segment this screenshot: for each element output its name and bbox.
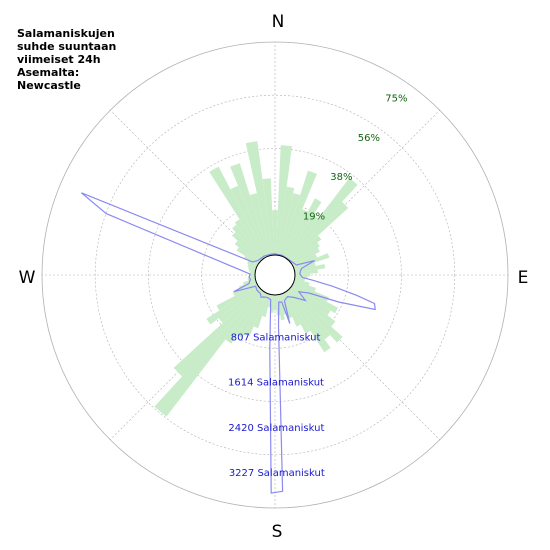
percent-bar [288,288,343,343]
count-line [81,192,376,494]
percent-bar [262,178,275,256]
percent-bar [294,277,305,282]
percent-bar [230,185,268,258]
grid-spoke [109,109,262,262]
percent-bar [236,247,260,265]
ring-labels: 19% 38% 56% 75% 807 Salamaniskut 1614 Salaman… [228,94,407,479]
percent-bar [245,141,273,256]
percent-bar [289,287,336,327]
percent-bar [287,178,358,261]
percent-bar [230,163,269,257]
count-ring-label: 3227 Salamaniskut [229,468,325,479]
percent-bar [238,281,257,290]
percent-bar [173,288,262,377]
percent-bar [284,291,311,334]
percent-bar [232,232,262,262]
percent-bar [284,198,322,259]
percent-bar [209,166,266,259]
percent-bar [218,287,261,323]
percent-bar [206,285,260,325]
percent-bar [232,224,263,261]
percent-ring-label: 75% [385,94,407,105]
percent-bar [244,292,268,336]
percent-bar [248,269,256,273]
count-ring-label: 1614 Salamaniskut [228,378,324,389]
percent-bar [290,285,331,316]
percent-bar [282,292,301,327]
percent-bar [290,242,320,265]
percent-bar [262,294,271,317]
percent-bar [277,186,295,256]
center-circle [254,254,296,296]
compass-south: S [272,522,283,542]
grid-spoke [288,109,441,262]
percent-bar [275,145,292,256]
percent-ring-label: 38% [330,172,352,183]
percent-bar [234,240,261,263]
percent-bar [247,263,257,269]
percent-bar [282,209,308,258]
count-line-series [81,192,376,494]
grid-ring [148,148,402,402]
percent-bar [249,193,271,256]
percent-ring-label: 19% [303,211,325,222]
percent-bar [272,210,278,255]
count-ring-label: 2420 Salamaniskut [228,423,324,434]
percent-bar [293,281,316,292]
percent-bar [249,271,256,275]
percent-bar [277,294,285,321]
percent-bar [154,289,263,417]
percent-bar [281,170,317,257]
compass-north: N [272,12,285,32]
polar-grid [41,41,509,509]
compass-east: E [518,268,529,288]
percent-bar [248,266,256,271]
percent-bar [295,273,311,277]
percent-bar [294,279,310,286]
percent-bar [285,215,319,260]
percent-bar [273,295,277,311]
percent-bar [294,264,326,273]
percent-bar [279,193,301,256]
grid-ring [94,94,456,456]
percent-bar [234,219,265,260]
chart-title: Salamaniskujen suhde suuntaan viimeiset … [17,27,117,92]
grid-spoke [109,288,262,441]
percent-bar [216,284,259,311]
percent-bars [154,141,358,417]
grid-spoke [288,288,441,441]
percent-bar [247,261,258,268]
percent-bar [291,284,339,314]
percent-bar [249,273,255,277]
percent-bar [225,290,265,344]
percent-bar [292,282,329,302]
percent-bar [253,293,269,329]
percent-bar [291,247,320,266]
percent-ring-label: 56% [358,133,380,144]
compass-west: W [19,268,36,288]
percent-bar [236,291,266,339]
percent-bar [288,201,349,262]
percent-bar [281,293,293,319]
percent-bar [289,235,322,263]
count-ring-label: 807 Salamaniskut [231,332,321,343]
percent-bar [248,275,256,279]
percent-bar [287,289,330,340]
percent-bar [285,290,331,353]
